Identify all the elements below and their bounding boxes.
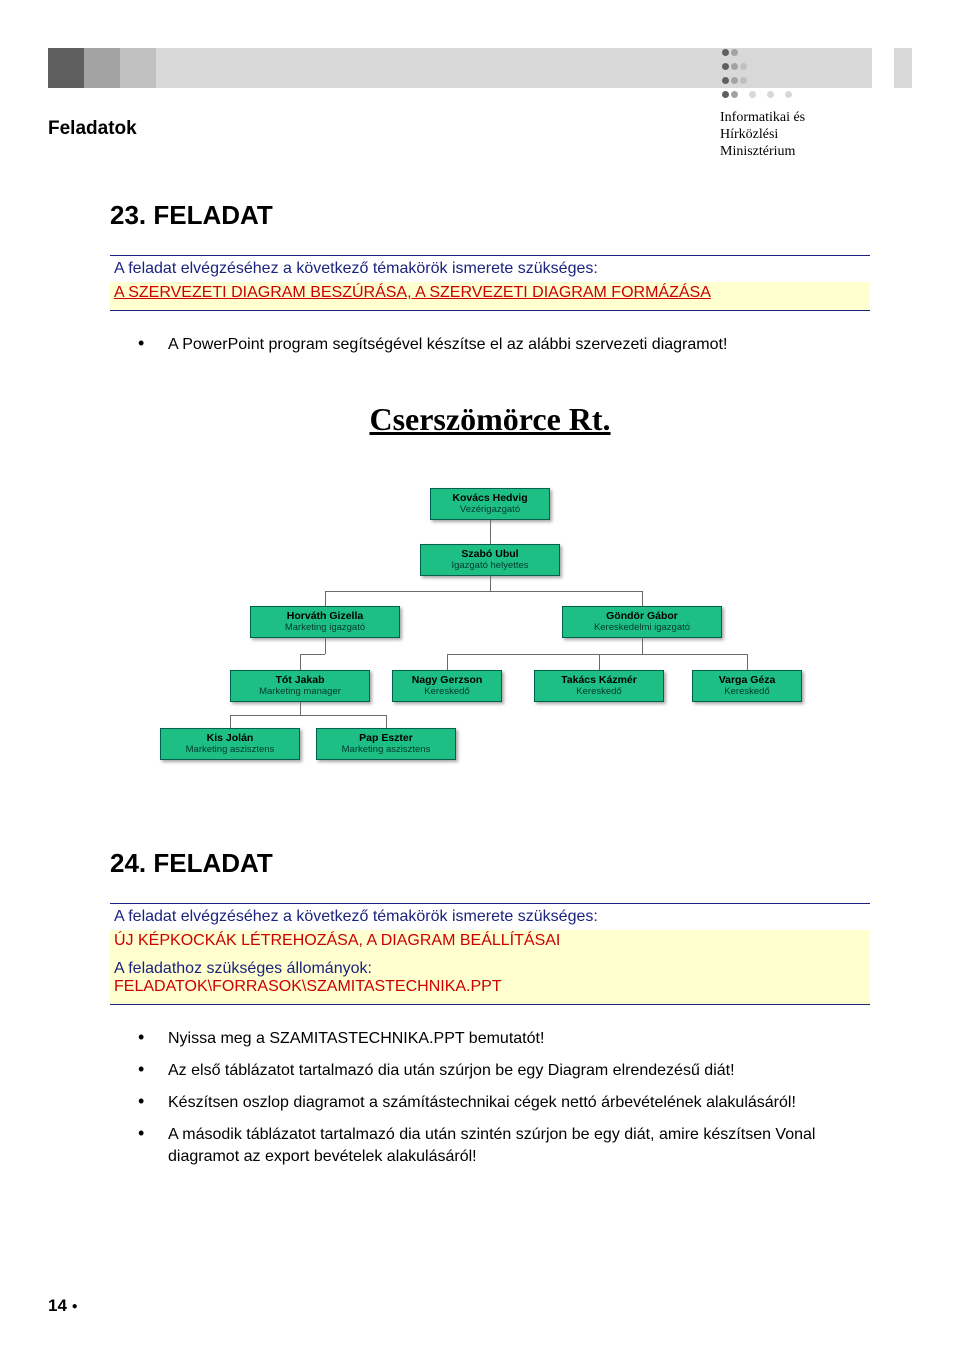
task24-files-lead: A feladathoz szükséges állományok: [114,960,866,978]
org-connector [642,591,643,606]
task24-bullet-1: Nyissa meg a SZAMITASTECHNIKA.PPT bemuta… [138,1023,870,1055]
org-node-name: Varga Géza [697,674,797,686]
page-content: 23. FELADAT A feladat elvégzéséhez a köv… [110,200,870,1173]
task23-bullet-1: A PowerPoint program segítségével készít… [138,329,870,361]
org-node-role: Vezérigazgató [435,504,545,516]
task24-bullet-4: A második táblázatot tartalmazó dia után… [138,1119,870,1173]
org-node-name: Göndör Gábor [567,610,717,622]
org-node-name: Pap Eszter [321,732,451,744]
org-connector [230,715,231,728]
ministry-line-2: Hírközlési [720,127,778,142]
org-connector [325,591,326,606]
task24-heading: 24. FELADAT [110,848,870,879]
org-node-role: Kereskedő [397,686,497,698]
org-node-role: Marketing aszisztens [321,744,451,756]
org-node-n2: Szabó UbulIgazgató helyettes [420,544,560,576]
ministry-line-3: Minisztérium [720,144,795,159]
page-number-bullet: ● [72,1301,78,1312]
org-node-n6: Nagy GerzsonKereskedő [392,670,502,702]
org-connector [447,654,747,655]
org-node-n8: Varga GézaKereskedő [692,670,802,702]
task23-heading: 23. FELADAT [110,200,870,231]
org-node-name: Szabó Ubul [425,548,555,560]
org-node-name: Kis Jolán [165,732,295,744]
header-bar-1 [48,48,84,88]
org-node-n1: Kovács HedvigVezérigazgató [430,488,550,520]
org-connector [386,715,387,728]
org-node-role: Marketing aszisztens [165,744,295,756]
org-connector [447,654,448,670]
header-bar-2 [84,48,120,88]
org-connector [300,654,325,655]
org-node-name: Kovács Hedvig [435,492,545,504]
org-node-role: Kereskedő [539,686,659,698]
section-label: Feladatok [48,118,137,140]
org-node-n3: Horváth GizellaMarketing igazgató [250,606,400,638]
page-number-value: 14 [48,1296,67,1315]
org-node-n4: Göndör GáborKereskedelmi igazgató [562,606,722,638]
org-connector [642,638,643,654]
logo-dots [720,48,860,104]
org-node-n9: Kis JolánMarketing aszisztens [160,728,300,760]
org-node-role: Marketing manager [235,686,365,698]
page-number: 14 ● [48,1296,78,1316]
org-node-n10: Pap EszterMarketing aszisztens [316,728,456,760]
org-node-role: Marketing igazgató [255,622,395,634]
task24-prereq-box: A feladat elvégzéséhez a következő témak… [110,903,870,1005]
org-node-role: Kereskedelmi igazgató [567,622,717,634]
header-bar-5 [894,48,912,88]
task23-prereq-box: A feladat elvégzéséhez a következő témak… [110,255,870,311]
task24-files-path: FELADATOK\FORRASOK\SZAMITASTECHNIKA.PPT [114,978,866,996]
org-node-name: Takács Kázmér [539,674,659,686]
org-connector [325,638,326,654]
task24-prereq-topic: ÚJ KÉPKOCKÁK LÉTREHOZÁSA, A DIAGRAM BEÁL… [114,932,866,950]
org-node-role: Igazgató helyettes [425,560,555,572]
task23-prereq-topic: A SZERVEZETI DIAGRAM BESZÚRÁSA, A SZERVE… [114,284,866,302]
org-node-n5: Tót JakabMarketing manager [230,670,370,702]
orgchart: Kovács HedvigVezérigazgató Szabó UbulIgaz… [130,488,850,788]
org-connector [747,654,748,670]
org-connector [300,702,301,715]
ministry-logo-block: Informatikai és Hírközlési Minisztérium [720,48,860,160]
task24-bullet-2: Az első táblázatot tartalmazó dia után s… [138,1055,870,1087]
org-connector [490,520,491,532]
ministry-text: Informatikai és Hírközlési Minisztérium [720,109,860,160]
header-bar-3 [120,48,156,88]
header-bar-gap [872,48,894,104]
task23-prereq-lead: A feladat elvégzéséhez a következő témak… [110,256,870,282]
ministry-line-1: Informatikai és [720,110,805,125]
org-node-name: Horváth Gizella [255,610,395,622]
org-node-name: Tót Jakab [235,674,365,686]
org-node-role: Kereskedő [697,686,797,698]
org-node-name: Nagy Gerzson [397,674,497,686]
task24-bullets: Nyissa meg a SZAMITASTECHNIKA.PPT bemuta… [110,1023,870,1173]
org-connector [490,532,491,544]
org-connector [490,576,491,591]
org-connector [230,715,386,716]
task23-bullets: A PowerPoint program segítségével készít… [110,329,870,361]
task24-prereq-lead: A feladat elvégzéséhez a következő témak… [110,904,870,930]
org-connector [300,654,301,670]
org-connector [599,654,600,670]
org-connector [325,591,642,592]
org-node-n7: Takács KázmérKereskedő [534,670,664,702]
task24-bullet-3: Készítsen oszlop diagramot a számítástec… [138,1087,870,1119]
orgchart-title: Cserszömörce Rt. [110,401,870,438]
